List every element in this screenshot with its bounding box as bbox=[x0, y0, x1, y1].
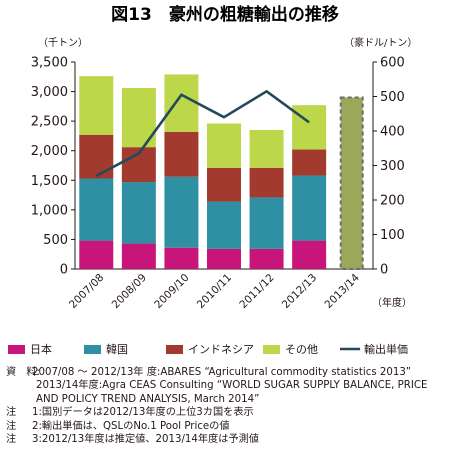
chart-title: 図13 豪州の粗糖輸出の推移 bbox=[111, 4, 339, 25]
legend-label: インドネシア bbox=[188, 343, 254, 356]
legend-label: その他 bbox=[285, 343, 318, 356]
legend-swatch bbox=[84, 345, 101, 354]
bar-japan bbox=[292, 240, 327, 269]
x-tick-label: 2012/13 bbox=[280, 272, 319, 311]
source-notes: 資 料:2007/08 ～ 2012/13年 度:ABARES “Agricul… bbox=[6, 366, 446, 446]
note-source-2: 2013/14年度:Agra CEAS Consulting “WORLD SU… bbox=[36, 380, 428, 405]
right-axis-unit: （豪ドル/トン） bbox=[344, 36, 417, 49]
bar-japan bbox=[207, 248, 241, 269]
x-tick-label: 2013/14 bbox=[323, 271, 363, 311]
left-axis-unit: （千トン） bbox=[38, 37, 88, 49]
bar-korea bbox=[292, 175, 327, 241]
x-tick-label: 2008/09 bbox=[110, 272, 149, 311]
left-tick-label: 0 bbox=[60, 263, 68, 278]
legend-item: その他 bbox=[263, 343, 318, 356]
bar-indonesia bbox=[164, 131, 199, 177]
left-tick-label: 2,000 bbox=[31, 144, 68, 159]
right-tick-label: 200 bbox=[380, 194, 405, 209]
left-tick-label: 500 bbox=[43, 233, 68, 248]
legend-item: 輸出単価 bbox=[340, 342, 408, 356]
right-tick-label: 100 bbox=[380, 228, 405, 243]
bar-other bbox=[164, 74, 199, 132]
bar-korea bbox=[207, 201, 241, 249]
left-tick-label: 1,500 bbox=[31, 174, 68, 189]
left-tick-label: 3,500 bbox=[31, 56, 68, 71]
chart: 図13 豪州の粗糖輸出の推移 （千トン） （豪ドル/トン） （年度） 0 500 1… bbox=[8, 4, 417, 356]
left-tick-label: 1,000 bbox=[31, 203, 68, 218]
plot-area: 0 500 1,000 1,500 2,000 2,500 3,000 3,500 0 100 20… bbox=[31, 56, 405, 311]
legend-label: 日本 bbox=[30, 342, 52, 356]
bar-korea bbox=[121, 182, 156, 244]
left-tick-label: 2,500 bbox=[31, 115, 68, 130]
left-tick-label: 3,000 bbox=[31, 85, 68, 100]
legend-item: 日本 bbox=[8, 342, 52, 356]
x-tick-label: 2007/08 bbox=[67, 272, 106, 311]
bar-japan bbox=[164, 247, 199, 269]
bar-indonesia bbox=[207, 167, 241, 202]
bar-forecast-total bbox=[339, 96, 364, 270]
line-export-price bbox=[95, 90, 310, 178]
note-source-1: 資 料:2007/08 ～ 2012/13年 度:ABARES “Agricul… bbox=[6, 367, 412, 378]
bar-indonesia bbox=[292, 149, 327, 176]
bar-korea bbox=[79, 178, 114, 241]
x-tick-label: 2009/10 bbox=[152, 272, 191, 311]
legend: 日本 韓国 インドネシア その他 輸出単価 bbox=[8, 342, 408, 356]
bar-japan bbox=[79, 240, 114, 269]
x-tick-label: 2010/11 bbox=[195, 272, 234, 311]
bar-indonesia bbox=[249, 167, 284, 198]
bar-other bbox=[207, 123, 241, 168]
legend-swatch bbox=[263, 345, 280, 354]
legend-item: 韓国 bbox=[84, 343, 128, 356]
bar-japan bbox=[249, 248, 284, 269]
note-1: 注 1:国別データは2012/13年度の上位3カ国を表示 bbox=[6, 407, 254, 419]
bar-other bbox=[79, 76, 114, 135]
x-axis-unit: （年度） bbox=[372, 296, 412, 309]
right-tick-label: 400 bbox=[380, 125, 405, 140]
bar-other bbox=[249, 130, 284, 168]
legend-label: 輸出単価 bbox=[364, 342, 408, 356]
legend-swatch bbox=[166, 345, 183, 354]
bar-japan bbox=[121, 243, 156, 269]
note-2: 注 2:輸出単価は、QSLのNo.1 Pool Priceの値 bbox=[6, 420, 230, 432]
legend-swatch bbox=[8, 345, 25, 354]
right-tick-label: 300 bbox=[380, 159, 405, 174]
bar-indonesia bbox=[79, 134, 114, 179]
bar-other bbox=[292, 105, 327, 150]
note-3: 注 3:2012/13年度は推定値、2013/14年度は予測値 bbox=[6, 434, 259, 446]
right-tick-label: 600 bbox=[380, 56, 405, 71]
right-tick-label: 0 bbox=[380, 263, 388, 278]
legend-item: インドネシア bbox=[166, 343, 254, 356]
right-tick-label: 500 bbox=[380, 90, 405, 105]
legend-label: 韓国 bbox=[106, 343, 128, 356]
bar-korea bbox=[164, 176, 199, 248]
x-tick-label: 2011/12 bbox=[237, 272, 276, 311]
bar-korea bbox=[249, 197, 284, 249]
